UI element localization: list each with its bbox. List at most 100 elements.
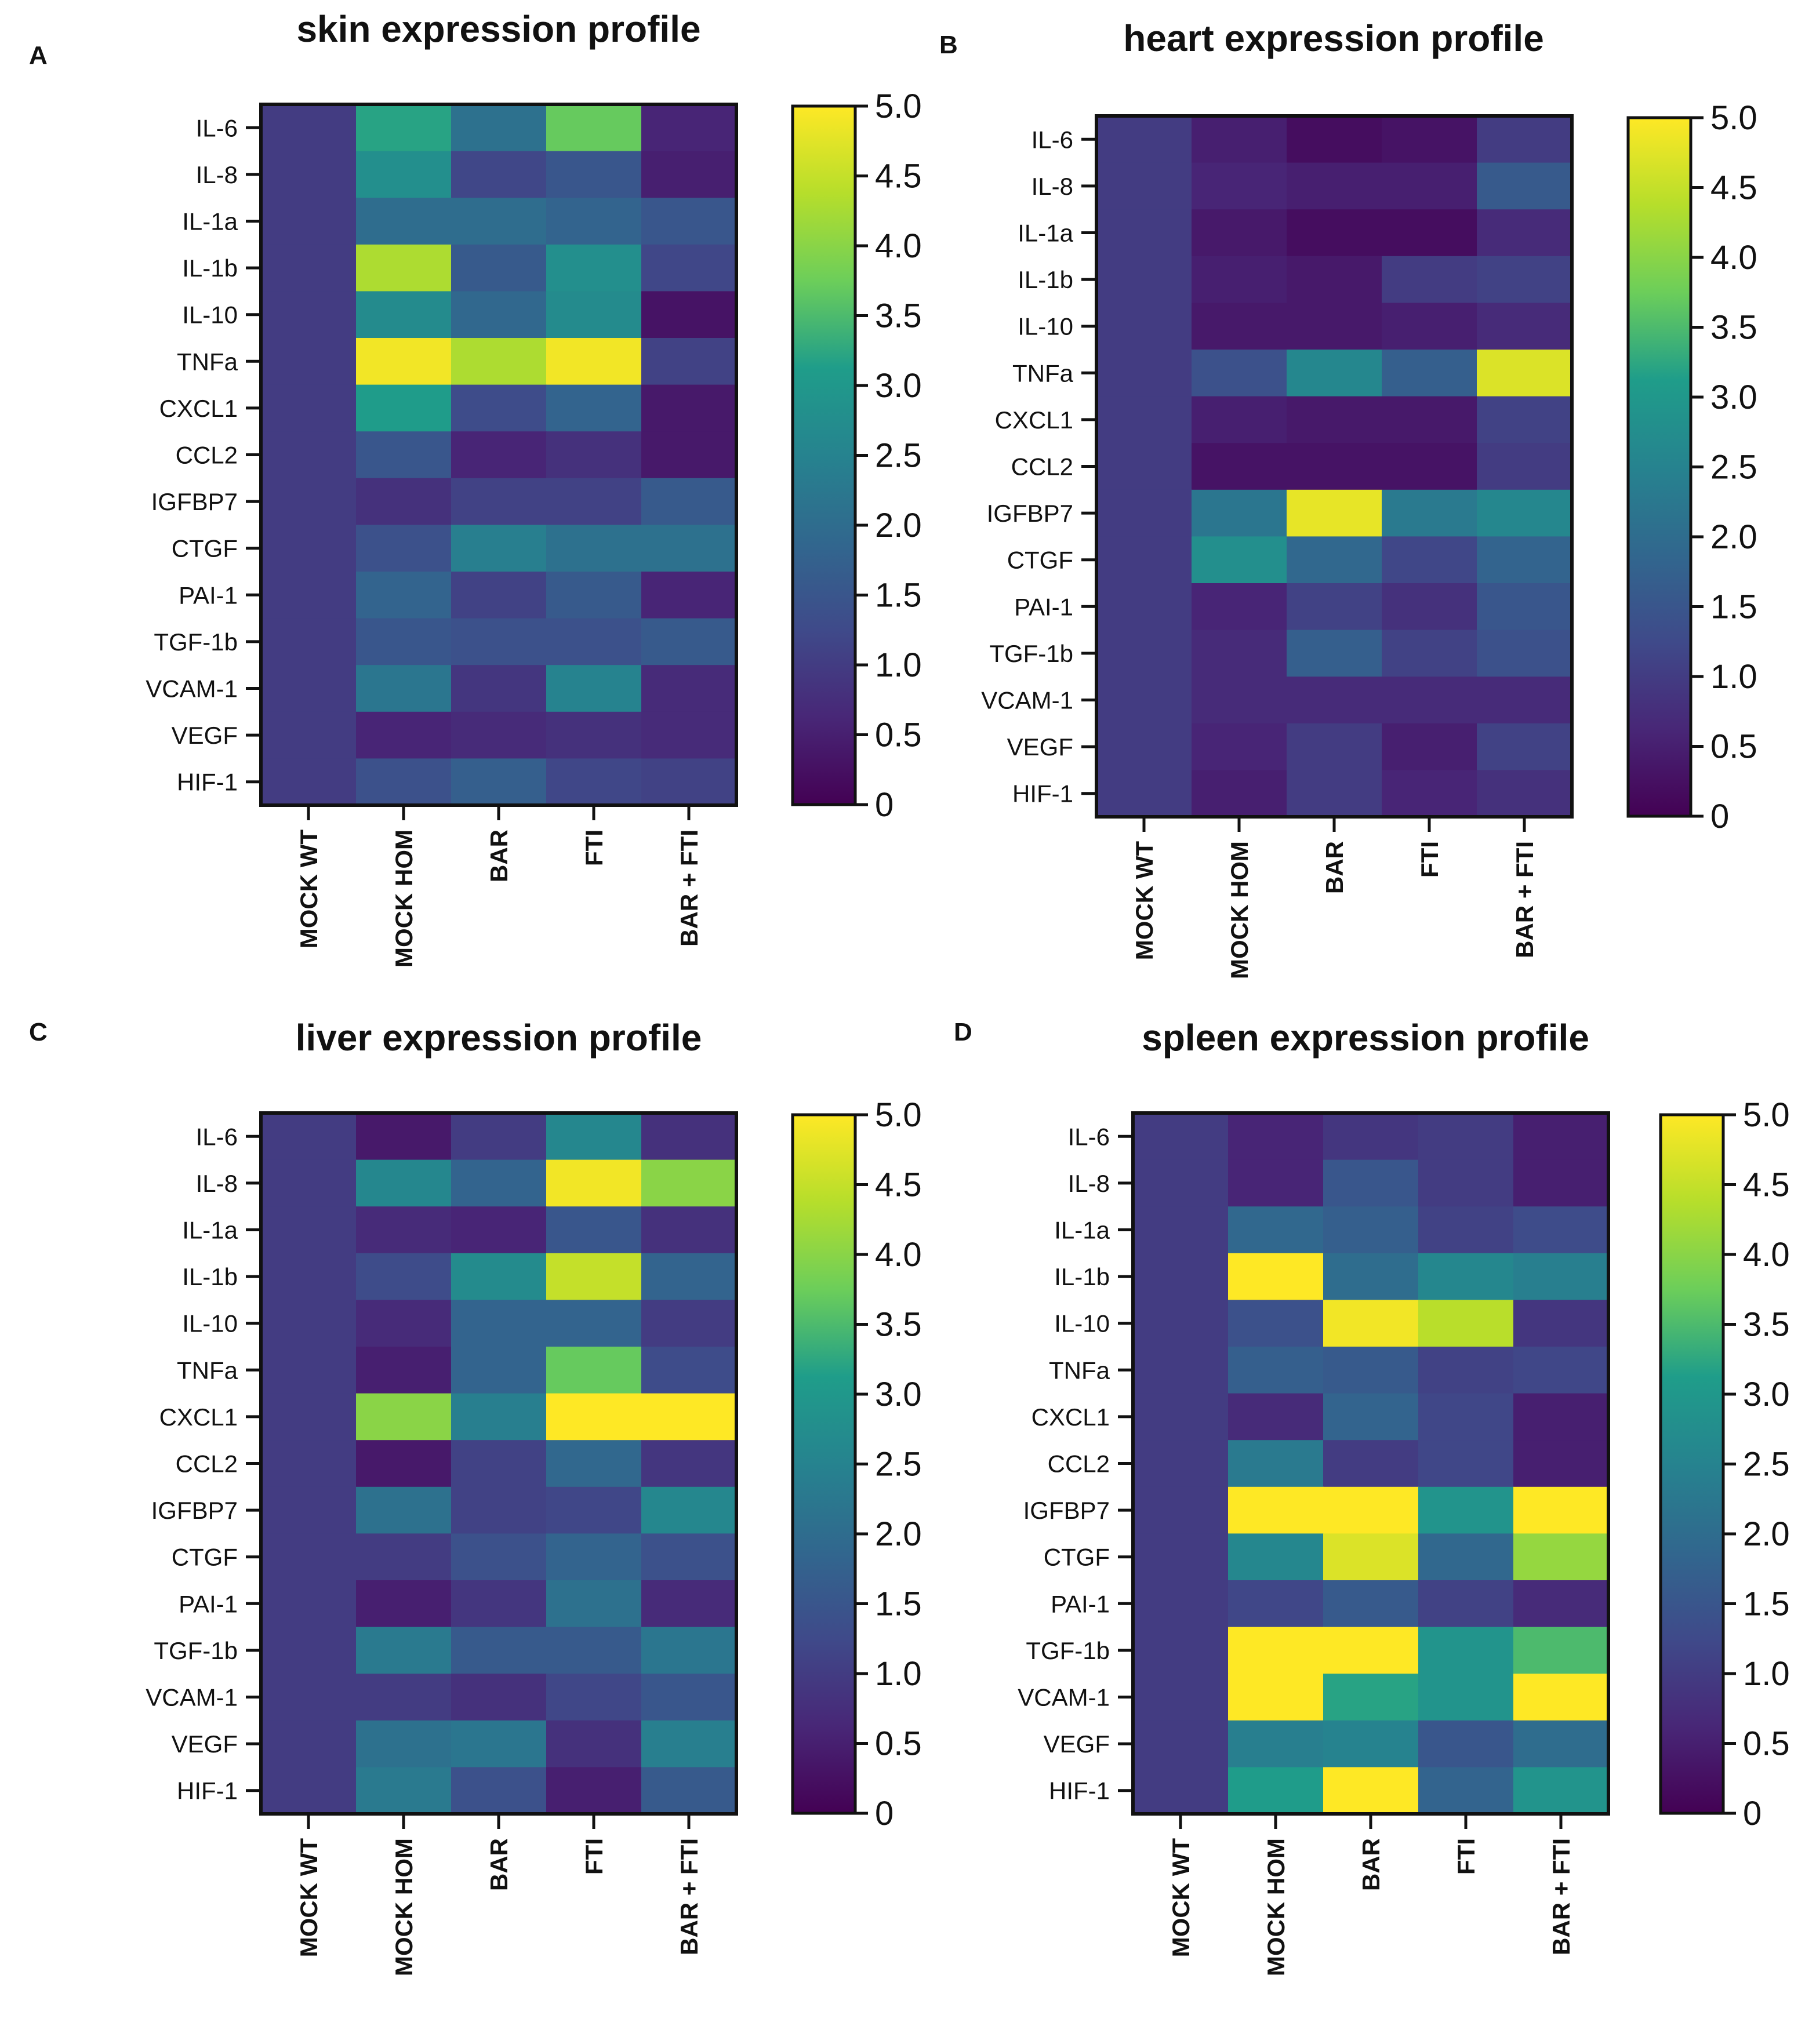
panel-d-colorbar-label: 1.5 [1743, 1585, 1790, 1623]
panel-c-cell-tnfa-mock-wt [261, 1347, 357, 1394]
panel-c-cell-pai-1-bar [451, 1580, 547, 1628]
panel-b-cell-il-10-fti [1382, 303, 1477, 350]
panel-d-cell-il-1a-mock-hom [1228, 1206, 1324, 1254]
panel-a-col-label: MOCK HOM [390, 830, 417, 968]
panel-a-cell-hif-1-mock-wt [261, 758, 357, 806]
panel-a-cell-il-8-bar-fti [641, 151, 737, 198]
panel-a-cell-vegf-fti [546, 711, 642, 759]
panel-b-col-label: MOCK WT [1131, 841, 1158, 961]
panel-c-cell-pai-1-fti [546, 1580, 642, 1628]
panel-a-cell-ctgf-mock-hom [356, 525, 452, 572]
panel-d-row-label: CXCL1 [1032, 1403, 1110, 1431]
panel-d-cell-tnfa-fti [1418, 1347, 1514, 1394]
panel-c-row-label: IL-1a [182, 1217, 238, 1244]
panel-c-cell-vcam-1-bar [451, 1674, 547, 1721]
panel-b-col-label: BAR + FTI [1511, 841, 1538, 958]
panel-c-row-label: IL-10 [182, 1310, 238, 1337]
panel-d-cell-il-10-mock-wt [1133, 1300, 1229, 1347]
panel-b-cell-cxcl1-mock-hom [1192, 396, 1287, 443]
panel-c-cell-tnfa-fti [546, 1347, 642, 1394]
panel-b-cell-il-1a-bar [1287, 209, 1382, 257]
panel-d-cell-ccl2-mock-hom [1228, 1440, 1324, 1487]
panel-a-cell-ctgf-mock-wt [261, 525, 357, 572]
panel-d-row-label: HIF-1 [1049, 1777, 1110, 1805]
panel-b-cell-vcam-1-mock-hom [1192, 677, 1287, 724]
panel-b-colorbar-label: 5.0 [1710, 99, 1757, 137]
panel-a-cell-il-1a-fti [546, 198, 642, 245]
panel-c-cell-igfbp7-fti [546, 1486, 642, 1534]
panel-d-cell-hif-1-bar-fti [1513, 1767, 1609, 1814]
panel-b-colorbar [1626, 116, 1692, 818]
panel-d-cell-cxcl1-mock-wt [1133, 1393, 1229, 1441]
panel-a-cell-tnfa-mock-wt [261, 338, 357, 385]
panel-d-colorbar-label: 2.0 [1743, 1515, 1790, 1553]
panel-d-colorbar-label: 4.5 [1743, 1166, 1790, 1204]
panel-c-cell-hif-1-bar-fti [641, 1767, 737, 1814]
panel-b-colorbar-label: 2.5 [1710, 449, 1757, 486]
panel-b-colorbar-label: 1.5 [1710, 588, 1757, 626]
panel-c-row-label: IL-8 [196, 1170, 238, 1197]
panel-d-cell-hif-1-mock-wt [1133, 1767, 1229, 1814]
panel-d-cell-pai-1-bar [1323, 1580, 1419, 1628]
panel-c-cell-il-1a-mock-hom [356, 1206, 452, 1254]
panel-c-cell-vegf-bar [451, 1720, 547, 1768]
panel-d-cell-pai-1-bar-fti [1513, 1580, 1609, 1628]
panel-c-col-label: MOCK WT [295, 1838, 322, 1958]
panel-c-cell-pai-1-mock-wt [261, 1580, 357, 1628]
panel-c-colorbar-label: 3.0 [875, 1376, 922, 1413]
panel-c-cell-cxcl1-bar [451, 1393, 547, 1441]
panel-d-colorbar [1659, 1113, 1725, 1815]
panel-d-cell-ccl2-bar-fti [1513, 1440, 1609, 1487]
panel-c-cell-il-6-fti [546, 1113, 642, 1161]
panel-d-cell-ccl2-bar [1323, 1440, 1419, 1487]
panel-a-row-label: IL-10 [182, 301, 238, 329]
panel-a-col-label: BAR + FTI [675, 830, 703, 947]
panel-b-row-label: TNFa [1012, 359, 1074, 387]
panel-a-cell-igfbp7-bar [451, 478, 547, 526]
panel-c-cell-tnfa-mock-hom [356, 1347, 452, 1394]
panel-c-colorbar-label: 2.5 [875, 1446, 922, 1483]
panel-d-cell-vcam-1-bar [1323, 1674, 1419, 1721]
panel-d-cell-pai-1-fti [1418, 1580, 1514, 1628]
panel-b-cell-vegf-mock-hom [1192, 723, 1287, 771]
panel-d-cell-tnfa-bar-fti [1513, 1347, 1609, 1394]
panel-d-col-label: MOCK WT [1167, 1838, 1194, 1958]
panel-d-colorbar-label: 5.0 [1743, 1096, 1790, 1134]
panel-d-cell-il-1a-mock-wt [1133, 1206, 1229, 1254]
panel-d-col-label: FTI [1452, 1838, 1480, 1875]
panel-c-cell-tgf-1b-mock-wt [261, 1627, 357, 1674]
panel-a-colorbar-label: 1.0 [875, 646, 922, 684]
panel-b-row-label: IGFBP7 [987, 500, 1073, 527]
panel-c-row-label: CTGF [172, 1544, 238, 1571]
panel-b-colorbar-label: 1.0 [1710, 658, 1757, 696]
panel-c-col-label: FTI [580, 1838, 608, 1875]
panel-d-cell-il-6-mock-wt [1133, 1113, 1229, 1161]
panel-a-row-label: CXCL1 [159, 395, 238, 422]
panel-d-cell-il-8-fti [1418, 1159, 1514, 1207]
panel-a-cell-cxcl1-bar [451, 384, 547, 432]
panel-c-cell-il-10-bar [451, 1300, 547, 1347]
panel-c-cell-il-6-mock-wt [261, 1113, 357, 1161]
panel-c-cell-vcam-1-mock-wt [261, 1674, 357, 1721]
panel-c-cell-cxcl1-mock-hom [356, 1393, 452, 1441]
panel-a-row-label: IL-6 [196, 114, 238, 141]
panel-c-cell-hif-1-fti [546, 1767, 642, 1814]
panel-b-cell-cxcl1-bar [1287, 396, 1382, 443]
panel-d-colorbar-label: 1.0 [1743, 1655, 1790, 1693]
panel-d-row-label: TGF-1b [1026, 1637, 1110, 1664]
panel-b-cell-pai-1-mock-wt [1096, 583, 1192, 631]
panel-b-cell-il-10-bar-fti [1477, 303, 1572, 350]
panel-b-cell-cxcl1-mock-wt [1096, 396, 1192, 443]
panel-c-colorbar-label: 5.0 [875, 1096, 922, 1134]
panel-b-cell-pai-1-bar [1287, 583, 1382, 631]
panel-a-cell-vcam-1-bar-fti [641, 665, 737, 712]
panel-d-cell-il-6-bar-fti [1513, 1113, 1609, 1161]
panel-c-colorbar-label: 0.5 [875, 1725, 922, 1763]
panel-d-col-label: BAR [1357, 1838, 1385, 1891]
panel-c-cell-il-1a-fti [546, 1206, 642, 1254]
panel-b-cell-tnfa-bar [1287, 350, 1382, 397]
panel-c-cell-ccl2-mock-wt [261, 1440, 357, 1487]
panel-a-colorbar-label: 2.0 [875, 507, 922, 544]
panel-a-cell-vegf-bar-fti [641, 711, 737, 759]
panel-d-cell-igfbp7-mock-hom [1228, 1486, 1324, 1534]
